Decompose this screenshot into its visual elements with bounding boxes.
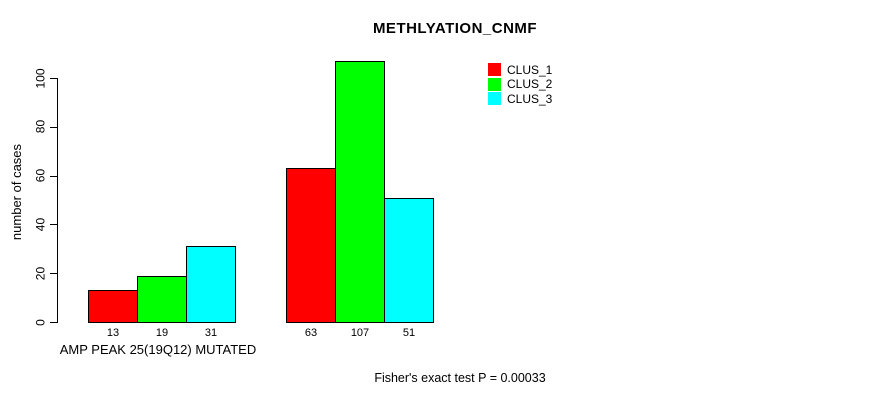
y-axis-tick-label: 0 xyxy=(33,318,48,326)
fisher-test-note: Fisher's exact test P = 0.00033 xyxy=(374,371,546,385)
y-axis-tick xyxy=(50,78,57,79)
bar-value-label: 19 xyxy=(155,327,169,339)
bar-clus_3-group1 xyxy=(186,246,236,323)
bar-clus_3-group2 xyxy=(384,198,434,323)
y-axis-tick-label: 60 xyxy=(33,168,48,183)
bar-value-label: 51 xyxy=(402,327,416,339)
y-axis-tick xyxy=(50,175,57,177)
y-axis-tick xyxy=(50,322,57,323)
bar-value-label: 31 xyxy=(204,327,218,339)
bar-value-label: 63 xyxy=(304,327,318,339)
y-axis-tick xyxy=(50,126,57,128)
y-axis-tick xyxy=(50,273,57,275)
legend-item-clus_3: CLUS_3 xyxy=(488,91,553,106)
legend-swatch-icon xyxy=(488,63,501,76)
bar-clus_1-group1 xyxy=(88,290,138,323)
legend-item-clus_2: CLUS_2 xyxy=(488,77,553,91)
bar-clus_2-group2 xyxy=(335,61,385,323)
y-axis-tick-label: 20 xyxy=(33,266,48,280)
chart-title: METHLYATION_CNMF xyxy=(372,20,538,37)
legend-label: CLUS_3 xyxy=(507,91,553,106)
y-axis-tick-label: 80 xyxy=(33,120,48,134)
y-axis-tick xyxy=(50,224,57,226)
legend-item-clus_1: CLUS_1 xyxy=(488,62,553,77)
x-axis-label: AMP PEAK 25(19Q12) MUTATED xyxy=(59,342,257,357)
y-axis-tick-label: 100 xyxy=(33,67,48,89)
y-axis-line xyxy=(57,78,58,323)
legend-label: CLUS_2 xyxy=(507,77,553,91)
bar-clus_2-group1 xyxy=(137,276,187,323)
bar-clus_1-group2 xyxy=(286,168,336,323)
legend-swatch-icon xyxy=(488,77,501,91)
bar-value-label: 13 xyxy=(106,327,120,339)
legend: CLUS_1 CLUS_2 CLUS_3 xyxy=(488,63,552,107)
y-axis-tick-label: 40 xyxy=(33,217,48,232)
legend-swatch-icon xyxy=(488,92,501,105)
legend-label: CLUS_1 xyxy=(507,62,553,77)
bar-value-label: 107 xyxy=(350,327,370,339)
